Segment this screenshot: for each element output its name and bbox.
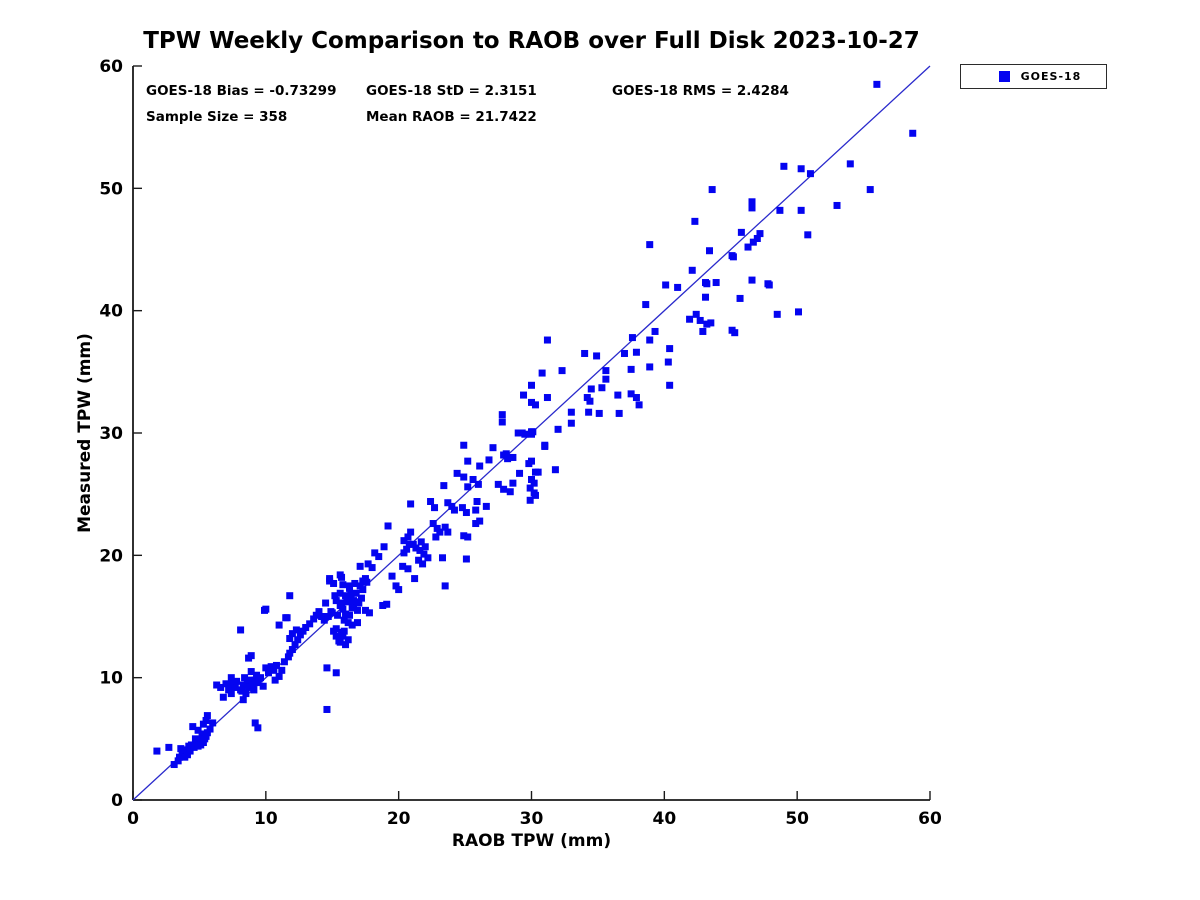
legend-box: GOES-18 — [960, 64, 1107, 89]
y-tick-label: 30 — [99, 424, 123, 444]
x-tick-label: 10 — [254, 809, 278, 829]
legend-marker-icon — [999, 71, 1010, 82]
x-tick-label: 50 — [785, 809, 809, 829]
y-tick-label: 0 — [111, 791, 123, 811]
stat-std: GOES-18 StD = 2.3151 — [366, 83, 537, 99]
y-tick-label: 10 — [99, 669, 123, 689]
stat-mean-raob: Mean RAOB = 21.7422 — [366, 109, 537, 125]
chart-title: TPW Weekly Comparison to RAOB over Full … — [143, 28, 920, 54]
x-tick-label: 20 — [387, 809, 411, 829]
stat-bias: GOES-18 Bias = -0.73299 — [146, 83, 337, 99]
y-tick-label: 60 — [99, 57, 123, 77]
x-tick-label: 60 — [918, 809, 942, 829]
y-tick-label: 40 — [99, 302, 123, 322]
x-tick-label: 40 — [652, 809, 676, 829]
x-tick-label: 30 — [520, 809, 544, 829]
y-tick-label: 20 — [99, 546, 123, 566]
stat-sample-size: Sample Size = 358 — [146, 109, 288, 125]
y-tick-label: 50 — [99, 179, 123, 199]
x-axis-label: RAOB TPW (mm) — [451, 831, 612, 851]
stat-rms: GOES-18 RMS = 2.4284 — [612, 83, 789, 99]
legend-label: GOES-18 — [1020, 70, 1082, 83]
scatter-points — [153, 80, 917, 769]
y-axis-label: Measured TPW (mm) — [75, 333, 95, 533]
x-tick-label: 0 — [127, 809, 139, 829]
